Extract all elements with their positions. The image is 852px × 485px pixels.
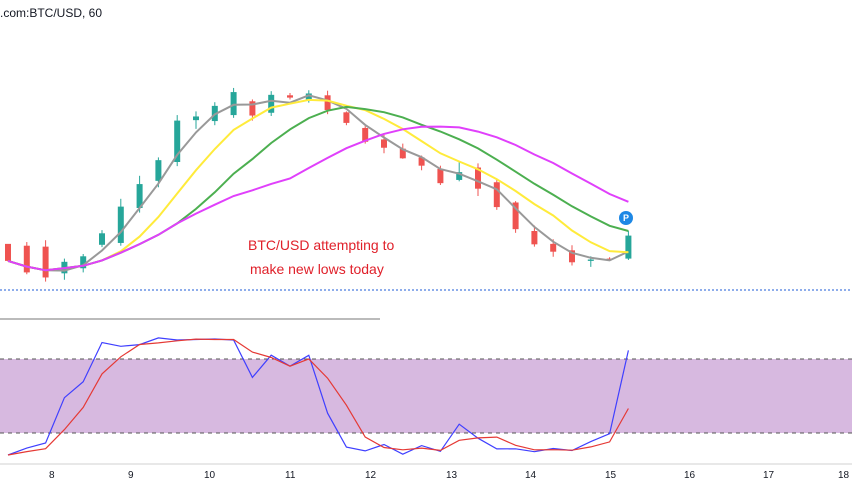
candle-body [117, 206, 124, 243]
candle-body [362, 127, 369, 142]
oscillator-line-slow [7, 338, 629, 456]
candle-body [606, 258, 613, 260]
x-tick-label: 11 [285, 470, 296, 481]
x-tick-label: 16 [684, 470, 696, 481]
moving-averages [7, 94, 629, 272]
candle-body [23, 245, 30, 273]
candle-body [343, 112, 350, 123]
candle-body [324, 95, 331, 111]
marker-circle [619, 211, 633, 225]
chart-title: .com:BTC/USD, 60 [0, 6, 102, 20]
candle-body [193, 116, 199, 121]
x-tick-label: 14 [525, 470, 537, 481]
annotation-line-1: BTC/USD attempting to [248, 237, 394, 253]
x-tick-label: 13 [446, 470, 458, 481]
candle-body [99, 233, 105, 245]
x-tick-label: 12 [365, 470, 377, 481]
candle-body [531, 231, 538, 245]
candle-body [174, 120, 181, 162]
candle-body [569, 250, 575, 263]
oscillator-band [0, 359, 852, 433]
x-tick-label: 10 [204, 470, 216, 481]
candle-body [249, 101, 256, 116]
candle-body [136, 184, 143, 208]
candle-body [437, 168, 444, 184]
candle-body [42, 246, 49, 278]
ma-line-gray [7, 94, 629, 272]
candle-body [493, 182, 500, 208]
candle-body [230, 92, 237, 116]
annotation-line-2: make new lows today [250, 261, 384, 277]
x-tick-label: 8 [49, 470, 55, 481]
x-tick-label: 9 [128, 470, 134, 481]
x-tick-label: 17 [763, 470, 775, 481]
candle-body [5, 243, 11, 261]
ma-line-pink [7, 125, 629, 272]
marker-p[interactable]: P [619, 211, 633, 225]
candle-body [512, 202, 519, 230]
candle-body [587, 259, 594, 261]
candle-body [399, 148, 406, 159]
x-tick-label: 18 [838, 470, 850, 481]
candle-body [418, 157, 425, 166]
candle-body [268, 94, 275, 113]
candle-body [305, 93, 312, 100]
oscillator-pane [0, 358, 852, 434]
candle-body [550, 243, 557, 252]
candle-body [155, 160, 162, 181]
marker-label: P [623, 213, 629, 223]
x-tick-label: 15 [605, 470, 617, 481]
candle-body [287, 95, 293, 98]
x-axis: 8 9 10 11 12 13 14 15 16 17 18 [0, 463, 852, 481]
oscillator-lines [7, 337, 629, 456]
candle-body [80, 256, 87, 269]
candle-body [381, 139, 387, 148]
oscillator-line-fast [7, 337, 629, 456]
price-pane: BTC/USD attempting to make new lows toda… [0, 237, 852, 320]
candle-body [475, 167, 481, 189]
candle-body [456, 172, 463, 180]
candle-body [625, 235, 632, 259]
